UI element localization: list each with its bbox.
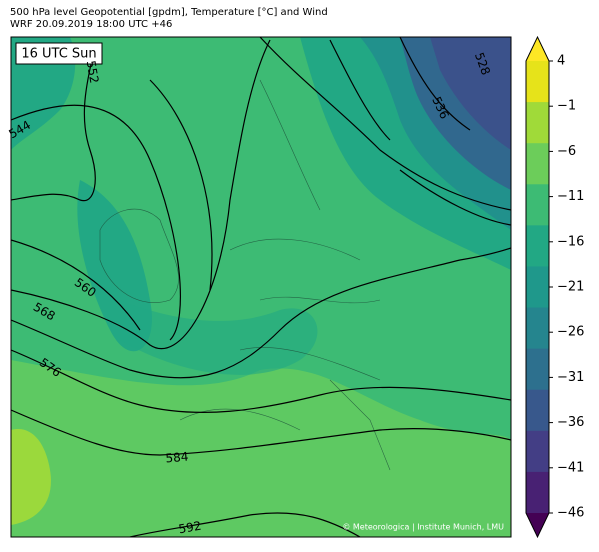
time-label: 16 UTC Sun bbox=[21, 47, 96, 62]
map-frame bbox=[10, 36, 512, 538]
colorbar-tick-label: −26 bbox=[557, 325, 584, 340]
title: 500 hPa level Geopotential [gpdm], Tempe… bbox=[10, 7, 328, 18]
colorbar-extend-top bbox=[526, 37, 549, 61]
colorbar-tick-label: −36 bbox=[557, 415, 584, 430]
colorbar-tick-label: −16 bbox=[557, 234, 584, 249]
time-box bbox=[15, 42, 103, 65]
colorbar-segment bbox=[526, 266, 549, 309]
colorbar-tick-label: −11 bbox=[557, 189, 584, 204]
colorbar-segment bbox=[526, 348, 549, 391]
colorbar: 4 −1 −6 −11 −16 −21 −26 −31 −36 −41 −46 bbox=[525, 35, 584, 539]
colorbar-segment bbox=[526, 430, 549, 473]
colorbar-tick-label: −31 bbox=[557, 370, 584, 385]
colorbar-tick-label: −41 bbox=[557, 460, 584, 475]
colorbar-tick-label: −6 bbox=[557, 144, 576, 159]
subtitle: WRF 20.09.2019 18:00 UTC +46 bbox=[10, 19, 172, 30]
colorbar-segment bbox=[526, 184, 549, 226]
contour-label: 584 bbox=[165, 450, 189, 466]
colorbar-tick-label: −21 bbox=[557, 280, 584, 295]
colorbar-tick-label: −1 bbox=[557, 99, 576, 114]
colorbar-segment bbox=[526, 102, 549, 144]
colorbar-segment bbox=[526, 307, 549, 350]
colorbar-segment bbox=[526, 61, 549, 103]
colorbar-tick-label: 4 bbox=[557, 54, 565, 69]
colorbar-segment bbox=[526, 471, 549, 514]
colorbar-tick-label: −46 bbox=[557, 506, 584, 521]
map bbox=[11, 37, 511, 537]
colorbar-segment bbox=[526, 225, 549, 267]
colorbar-extend-bottom bbox=[526, 513, 549, 537]
contour-label: 552 bbox=[84, 59, 102, 84]
colorbar-segment bbox=[526, 143, 549, 185]
contour-label: 592 bbox=[177, 519, 202, 537]
colorbar-segment bbox=[526, 389, 549, 432]
copyright: © Meteorologica | Institute Munich, LMU bbox=[342, 523, 504, 532]
